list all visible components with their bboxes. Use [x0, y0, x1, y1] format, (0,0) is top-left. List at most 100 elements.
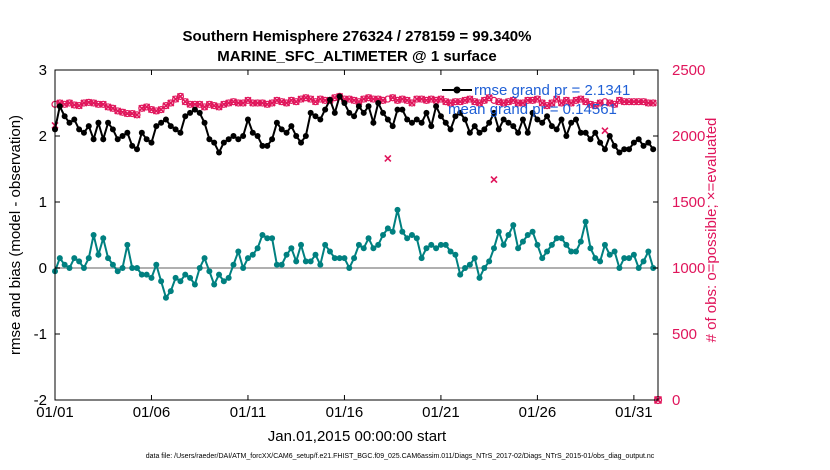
- rmse-point: [423, 109, 430, 116]
- rmse-point: [486, 119, 493, 126]
- bias-point: [572, 248, 579, 255]
- obs-evaluated-point: [418, 95, 426, 103]
- rmse-point: [211, 139, 218, 146]
- bias-point: [225, 274, 232, 281]
- rmse-point: [500, 116, 507, 123]
- x-axis-ticks: 01/01 01/06 01/11 01/16 01/21 01/26 01/31: [36, 70, 653, 421]
- bias-point: [442, 241, 449, 248]
- rmse-point: [640, 142, 647, 149]
- obs-possible-point: [625, 98, 633, 106]
- bias-point: [201, 255, 208, 262]
- rmse-point: [201, 119, 208, 126]
- bias-point: [524, 232, 531, 238]
- bias-point: [167, 288, 174, 295]
- obs-evaluated-point: [244, 96, 252, 104]
- rmse-point: [143, 136, 150, 143]
- rmse-point: [360, 109, 367, 116]
- bias-point: [56, 255, 63, 262]
- bias-point: [317, 261, 324, 268]
- bias-point: [269, 235, 276, 242]
- bias-point: [481, 265, 488, 271]
- rmse-point: [606, 133, 613, 139]
- obs-evaluated-point: [118, 108, 127, 116]
- rmse-point: [519, 116, 526, 123]
- bias-point: [61, 261, 68, 268]
- obs-evaluated-point: [529, 96, 537, 104]
- rmse-point: [582, 129, 589, 136]
- rmse-point: [568, 119, 575, 126]
- bias-point: [331, 255, 338, 262]
- obs-evaluated-point: [215, 103, 223, 111]
- rmse-point: [336, 93, 343, 100]
- plot-frame: [54, 69, 659, 401]
- rmse-point: [302, 133, 309, 139]
- obs-evaluated-point: [471, 98, 479, 106]
- obs-evaluated-point: [649, 99, 657, 107]
- rmse-point: [288, 123, 295, 130]
- bias-point: [370, 245, 377, 252]
- obs-evaluated-point: [278, 98, 286, 106]
- rmse-point: [341, 100, 348, 106]
- bias-point: [563, 241, 570, 248]
- rmse-point: [138, 129, 145, 136]
- rmse-point: [404, 116, 411, 123]
- bias-point: [548, 241, 555, 248]
- rmse-point: [298, 139, 305, 146]
- rmse-point: [495, 126, 502, 133]
- left-y-axis-label: rmse and bias (model - observation): [7, 115, 24, 355]
- rmse-point: [544, 113, 551, 120]
- bias-point: [466, 261, 473, 268]
- bias-point: [476, 274, 483, 281]
- bias-point: [230, 261, 237, 268]
- obs-evaluated-point: [456, 98, 464, 106]
- right-tick-label: 500: [672, 326, 697, 343]
- obs-evaluated-point: [162, 102, 170, 110]
- bias-point: [486, 258, 493, 265]
- right-tick-label: 1500: [672, 194, 705, 211]
- rmse-point: [177, 129, 184, 136]
- rmse-point: [399, 106, 406, 113]
- rmse-point: [481, 126, 488, 133]
- bias-point: [158, 278, 165, 285]
- obs-evaluated-point: [311, 98, 320, 106]
- bias-point: [519, 238, 526, 245]
- obs-evaluated-point: [538, 99, 546, 107]
- bias-point: [109, 261, 116, 268]
- bias-point: [500, 241, 507, 248]
- obs-evaluated-point: [639, 98, 648, 106]
- right-y-axis-label: # of obs: o=possible; ×=evaluated: [703, 118, 720, 343]
- right-tick-label: 2500: [672, 62, 705, 79]
- rmse-point: [437, 113, 444, 120]
- bias-point: [505, 232, 512, 238]
- bias-point: [216, 271, 223, 278]
- bias-point: [389, 228, 396, 235]
- bias-point: [457, 271, 464, 278]
- legend-bias-label: mean grand pr = 0.14561: [448, 101, 617, 118]
- rmse-point: [264, 142, 271, 149]
- bias-point: [259, 232, 266, 238]
- bias-point: [283, 251, 290, 258]
- rmse-point: [85, 123, 92, 130]
- bias-point: [462, 265, 469, 271]
- rmse-point: [220, 139, 227, 146]
- bias-point: [568, 248, 575, 255]
- rmse-point: [452, 113, 459, 120]
- rmse-point: [76, 126, 83, 133]
- bias-point: [114, 268, 121, 275]
- bias-point: [558, 235, 565, 242]
- rmse-point: [307, 109, 314, 116]
- obs-evaluated-point: [268, 99, 276, 107]
- obs-evaluated-point: [447, 99, 455, 107]
- obs-evaluated-point: [480, 96, 488, 104]
- rmse-point: [346, 109, 353, 116]
- bias-point: [577, 238, 584, 245]
- obs-evaluated-point: [403, 96, 411, 104]
- rmse-point: [134, 146, 141, 153]
- obs-evaluated-point: [427, 95, 435, 103]
- bias-point: [90, 232, 97, 238]
- bias-point: [495, 228, 502, 235]
- bias-point: [293, 258, 300, 265]
- bias-point: [351, 255, 358, 262]
- obs-evaluated-point: [562, 96, 570, 104]
- obs-evaluated-point: [591, 102, 599, 110]
